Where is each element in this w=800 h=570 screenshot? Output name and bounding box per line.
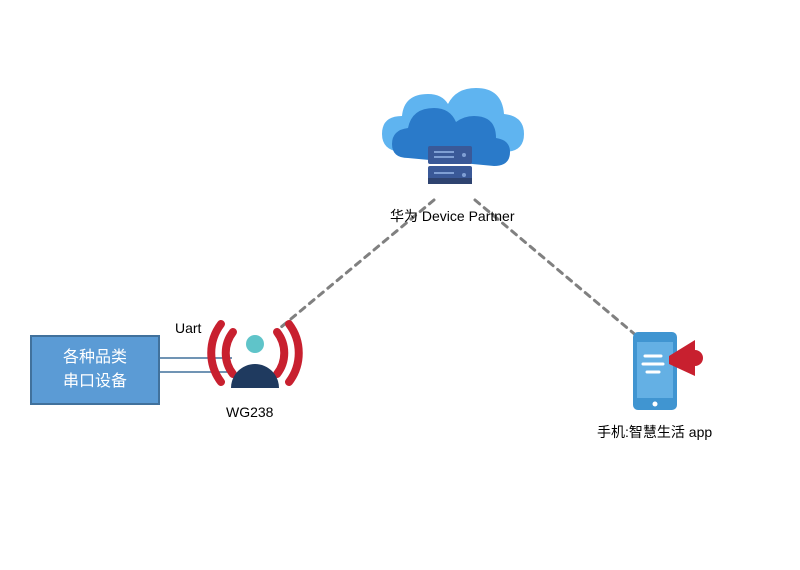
phone-megaphone-icon — [633, 332, 703, 410]
phone-label: 手机:智慧生活 app — [597, 422, 712, 442]
cloud-label: 华为 Device Partner — [390, 206, 514, 226]
wifi-device-icon — [211, 324, 299, 388]
wg238-label: WG238 — [226, 404, 273, 420]
serial-device-text-2: 串口设备 — [63, 370, 127, 394]
serial-device-text-1: 各种品类 — [63, 346, 127, 370]
diagram-svg — [0, 0, 800, 570]
cloud-server-icon — [382, 88, 524, 184]
serial-device-node: 各种品类 串口设备 — [30, 335, 160, 405]
uart-label: Uart — [175, 320, 201, 336]
architecture-diagram: 各种品类 串口设备 Uart WG238 华为 Device Partner 手… — [0, 0, 800, 570]
